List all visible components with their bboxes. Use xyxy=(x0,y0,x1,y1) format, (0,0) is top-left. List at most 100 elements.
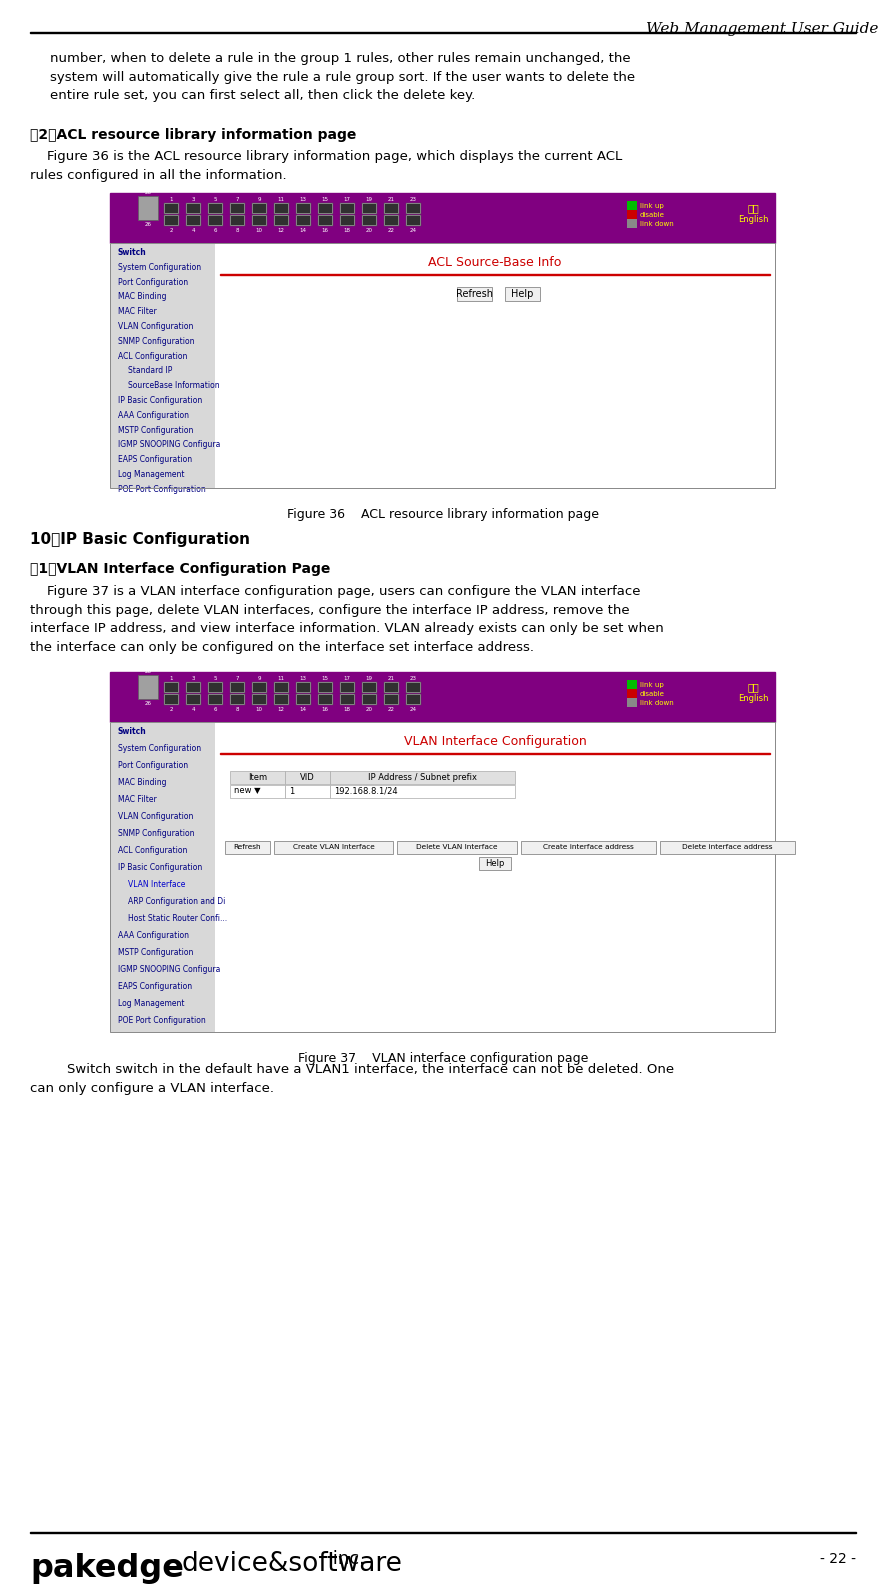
Text: 19: 19 xyxy=(366,198,372,202)
Bar xyxy=(209,204,222,214)
Bar xyxy=(208,215,223,226)
Text: Log Management: Log Management xyxy=(118,470,184,480)
Text: 18: 18 xyxy=(344,228,351,233)
Bar xyxy=(318,202,333,214)
Bar xyxy=(231,695,244,705)
Text: 26: 26 xyxy=(144,669,152,674)
Text: link down: link down xyxy=(640,700,673,706)
Bar xyxy=(627,681,637,689)
Bar xyxy=(209,682,222,692)
Bar xyxy=(627,689,637,698)
Bar xyxy=(385,204,398,214)
Bar xyxy=(274,202,289,214)
Text: MAC Filter: MAC Filter xyxy=(118,795,157,803)
Text: 5: 5 xyxy=(214,676,217,681)
Bar xyxy=(275,682,288,692)
Bar xyxy=(296,215,311,226)
Text: 5: 5 xyxy=(214,198,217,202)
Text: disable: disable xyxy=(640,692,664,697)
Text: （2）ACL resource library information page: （2）ACL resource library information page xyxy=(30,128,356,142)
Text: 20: 20 xyxy=(366,708,372,713)
Text: 14: 14 xyxy=(299,228,307,233)
Bar xyxy=(330,784,515,799)
Bar xyxy=(186,693,201,705)
Bar xyxy=(627,218,637,228)
Bar xyxy=(363,217,376,225)
Text: 11: 11 xyxy=(277,676,284,681)
Bar xyxy=(297,682,310,692)
Text: link down: link down xyxy=(640,222,673,226)
Text: Item: Item xyxy=(248,773,267,781)
Bar xyxy=(186,202,201,214)
Bar xyxy=(318,682,333,693)
Text: AAA Configuration: AAA Configuration xyxy=(118,411,189,419)
Text: VID: VID xyxy=(300,773,315,781)
Bar xyxy=(225,842,270,854)
Bar xyxy=(341,682,354,692)
Bar xyxy=(253,695,266,705)
Bar xyxy=(230,771,285,784)
Bar xyxy=(285,784,330,799)
Text: ACL Configuration: ACL Configuration xyxy=(118,352,187,360)
Text: 192.168.8.1/24: 192.168.8.1/24 xyxy=(334,786,398,795)
Bar xyxy=(275,695,288,705)
Bar xyxy=(275,204,288,214)
Bar xyxy=(407,204,420,214)
Bar xyxy=(384,215,399,226)
Bar xyxy=(110,193,775,242)
Bar xyxy=(363,204,376,214)
Bar xyxy=(297,217,310,225)
Text: English: English xyxy=(738,215,768,223)
Text: Figure 37    VLAN interface configuration page: Figure 37 VLAN interface configuration p… xyxy=(298,1052,588,1065)
Text: 26: 26 xyxy=(144,701,152,706)
Bar xyxy=(230,784,285,799)
Text: 26: 26 xyxy=(144,222,152,226)
Bar xyxy=(231,682,244,692)
Bar xyxy=(230,693,245,705)
Bar xyxy=(296,682,311,693)
Text: Port Configuration: Port Configuration xyxy=(118,277,188,287)
Text: ARP Configuration and Di: ARP Configuration and Di xyxy=(128,897,225,905)
Text: 17: 17 xyxy=(344,676,351,681)
Bar xyxy=(384,682,399,693)
Bar xyxy=(318,215,333,226)
Text: 10: 10 xyxy=(255,708,262,713)
Text: 1: 1 xyxy=(169,676,173,681)
Bar xyxy=(138,674,158,700)
Text: ACL Configuration: ACL Configuration xyxy=(118,846,187,854)
Text: 8: 8 xyxy=(236,228,238,233)
Text: MSTP Configuration: MSTP Configuration xyxy=(118,948,193,956)
Text: 7: 7 xyxy=(236,676,238,681)
Bar xyxy=(363,682,376,692)
Bar xyxy=(165,217,178,225)
Text: 18: 18 xyxy=(344,708,351,713)
Text: 4: 4 xyxy=(191,228,195,233)
Text: - 22 -: - 22 - xyxy=(820,1553,856,1565)
Bar xyxy=(231,204,244,214)
Bar xyxy=(252,682,267,693)
Text: 2: 2 xyxy=(169,708,173,713)
Text: AAA Configuration: AAA Configuration xyxy=(118,931,189,940)
Text: VLAN Interface: VLAN Interface xyxy=(128,880,185,889)
Bar xyxy=(319,217,332,225)
Text: 24: 24 xyxy=(409,708,416,713)
Bar xyxy=(110,722,215,1031)
Bar xyxy=(296,693,311,705)
Text: SourceBase Information: SourceBase Information xyxy=(128,381,220,391)
Text: link up: link up xyxy=(640,202,664,209)
Bar xyxy=(165,695,178,705)
Bar xyxy=(362,202,377,214)
Bar xyxy=(165,682,178,692)
Bar xyxy=(275,217,288,225)
Bar xyxy=(164,215,179,226)
Text: EAPS Configuration: EAPS Configuration xyxy=(118,456,192,464)
Bar xyxy=(406,682,421,693)
Text: 2: 2 xyxy=(169,228,173,233)
Text: Log Management: Log Management xyxy=(118,999,184,1007)
Bar xyxy=(164,682,179,693)
Bar xyxy=(362,693,377,705)
Text: 26: 26 xyxy=(144,190,152,194)
Bar xyxy=(384,202,399,214)
Bar xyxy=(319,695,332,705)
Bar xyxy=(362,215,377,226)
